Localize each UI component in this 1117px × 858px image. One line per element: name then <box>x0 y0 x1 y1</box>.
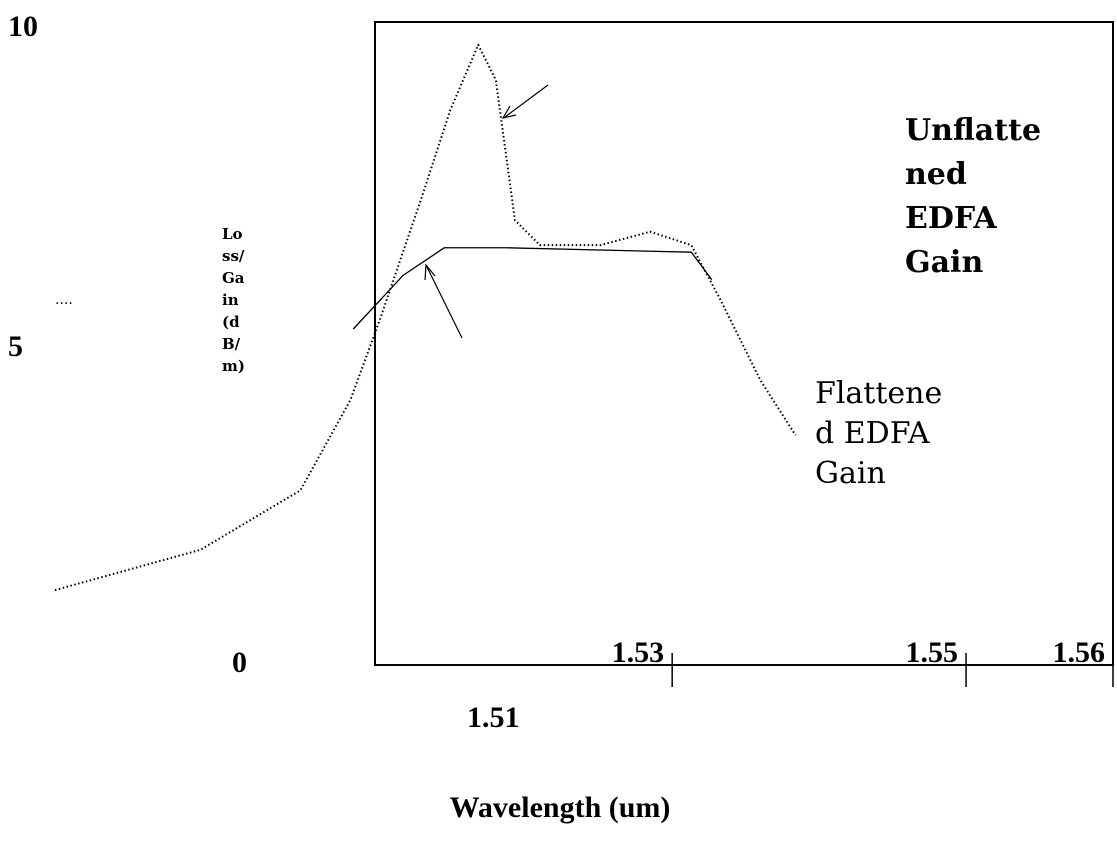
y-axis-label: m) <box>222 357 245 375</box>
y-axis-label: (d <box>222 313 240 331</box>
arrow <box>504 84 549 118</box>
annotation: EDFA <box>905 201 997 236</box>
plot-frame <box>374 21 1114 666</box>
x-axis-label: Wavelength (um) <box>450 791 671 824</box>
y-tick-label: 5 <box>8 330 23 363</box>
annotation: Flattene <box>815 376 942 411</box>
series-line <box>54 43 797 592</box>
y-axis-label: ss/ <box>222 247 245 265</box>
annotation: Gain <box>905 245 983 280</box>
annotation: d EDFA <box>815 416 930 451</box>
x-tick-label: 1.51 <box>467 701 520 734</box>
annotation: ned <box>905 157 967 192</box>
arrow <box>426 266 463 339</box>
annotation: Unflatte <box>905 113 1041 148</box>
y-axis-label: B/ <box>222 335 241 353</box>
y-axis-label: Lo <box>222 225 243 243</box>
series-line <box>352 247 713 330</box>
arrow-head <box>501 105 517 119</box>
annotation: Gain <box>815 456 886 491</box>
x-tick-label: 1.56 <box>1053 636 1106 669</box>
annotation: .... <box>55 292 73 308</box>
y-axis-label: in <box>222 291 239 309</box>
arrow-head <box>424 263 436 281</box>
x-tick-label: 1.55 <box>906 636 959 669</box>
y-tick-label: 10 <box>8 10 38 43</box>
y-tick-label: 0 <box>232 646 247 679</box>
x-tick-label: 1.53 <box>612 636 665 669</box>
y-axis-label: Ga <box>222 269 245 287</box>
